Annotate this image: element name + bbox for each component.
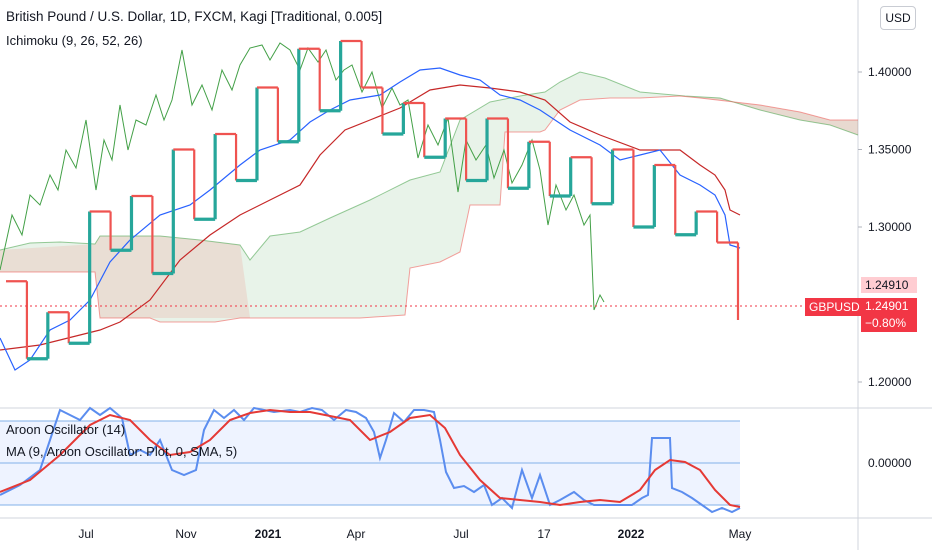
leading-span-b xyxy=(0,95,858,323)
last-price-tag: 1.24901 −0.80% xyxy=(861,298,917,332)
conversion-line xyxy=(0,67,741,371)
price-marker-tag: 1.24910 xyxy=(861,277,917,293)
lagging-span xyxy=(0,42,605,311)
kumo-cloud xyxy=(0,72,858,322)
leading-span-a xyxy=(0,71,859,261)
ichimoku-legend[interactable]: Ichimoku (9, 26, 52, 26) xyxy=(6,33,143,48)
time-axis-label: 2022 xyxy=(618,527,645,541)
symbol-tag: GBPUSD xyxy=(805,298,864,316)
kagi-series xyxy=(6,39,740,361)
last-price-value: 1.24901 xyxy=(865,299,909,313)
time-axis-label: Jul xyxy=(78,527,93,541)
price-axis-tick: 1.30000 xyxy=(868,220,912,234)
price-axis-tick: 1.40000 xyxy=(868,65,912,79)
kumo-cloud-bearish-right xyxy=(680,96,858,135)
ma-legend[interactable]: MA (9, Aroon Oscillator: Plot, 0, SMA, 5… xyxy=(6,444,238,459)
price-axis-tick: 1.20000 xyxy=(868,375,912,389)
base-line xyxy=(0,84,741,351)
chart-title: British Pound / U.S. Dollar, 1D, FXCM, K… xyxy=(6,9,383,24)
price-axis-tick: 1.35000 xyxy=(868,143,912,157)
aroon-ma-line xyxy=(0,408,741,508)
time-axis-label: Apr xyxy=(347,527,366,541)
time-axis-label: Jul xyxy=(453,527,468,541)
time-axis-label: 2021 xyxy=(255,527,282,541)
oscillator-axis-tick: 0.00000 xyxy=(868,456,912,470)
time-axis-label: May xyxy=(729,527,752,541)
price-change-value: −0.80% xyxy=(865,316,907,330)
kumo-cloud-bearish xyxy=(0,236,250,318)
time-axis-label: Nov xyxy=(175,527,196,541)
aroon-legend[interactable]: Aroon Oscillator (14) xyxy=(6,422,126,437)
currency-button[interactable]: USD xyxy=(880,6,916,30)
time-axis-label: 17 xyxy=(537,527,551,541)
